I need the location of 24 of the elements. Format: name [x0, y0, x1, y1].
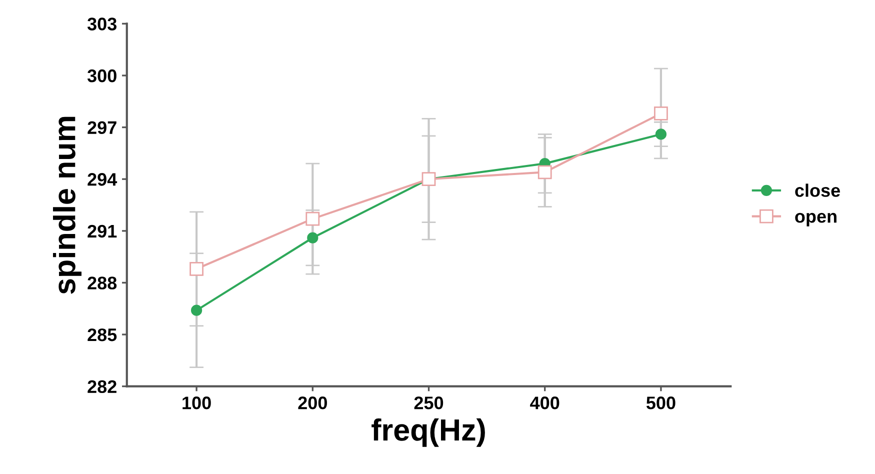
y-tick-label: 300: [87, 69, 116, 82]
y-tick-label: 282: [88, 380, 116, 394]
point: [654, 106, 668, 120]
point: [190, 304, 202, 316]
point: [655, 128, 667, 140]
y-tick-label: 285: [88, 328, 117, 342]
y-axis-title: spindle num: [52, 116, 82, 294]
y-tick-label: 297: [88, 121, 116, 134]
point: [307, 232, 318, 244]
x-tick-label: 200: [298, 396, 327, 410]
x-tick-label: 250: [414, 396, 444, 410]
y-tick-label: 288: [88, 276, 117, 290]
x-tick-label: 500: [646, 396, 676, 410]
x-axis-title: freq(Hz): [372, 418, 485, 447]
legend-label: close: [795, 184, 840, 197]
y-tick-label: 291: [88, 224, 117, 238]
y-tick-label: 303: [87, 18, 117, 30]
point: [306, 212, 320, 226]
y-tick-label: 294: [88, 173, 118, 186]
x-tick-label: 100: [182, 396, 211, 410]
point: [190, 262, 204, 276]
x-tick-label: 400: [530, 396, 560, 410]
point: [538, 165, 552, 180]
legend-label: open: [795, 212, 836, 226]
